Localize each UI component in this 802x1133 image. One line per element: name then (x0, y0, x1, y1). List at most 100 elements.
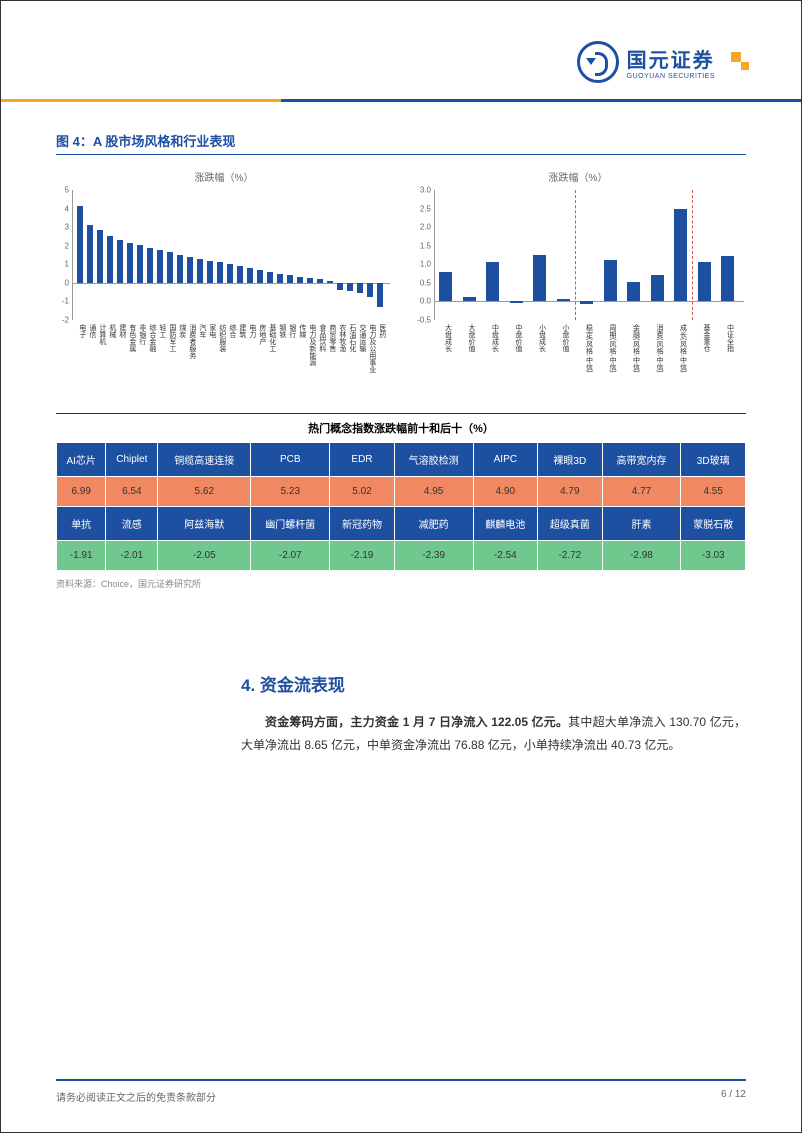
chart-bar (297, 277, 303, 283)
table-cell: 麒麟电池 (473, 507, 538, 541)
chart-bar (439, 272, 452, 301)
table-title: 热门概念指数涨跌幅前十和后十（%） (56, 413, 746, 442)
chart-bar (510, 301, 523, 303)
table-cell: 超级真菌 (538, 507, 603, 541)
content-area: 图 4：A 股市场风格和行业表现 涨跌幅（%） -2-1012345电子通信计算… (56, 131, 746, 590)
x-label: 农林牧渔 (337, 324, 347, 352)
chart-bar (347, 283, 353, 291)
chart-bar (217, 262, 223, 282)
table-cell: 5.62 (158, 477, 251, 507)
page: 国元证券 GUOYUAN SECURITIES 图 4：A 股市场风格和行业表现… (0, 0, 802, 1133)
logo-text: 国元证券 GUOYUAN SECURITIES (627, 44, 715, 80)
table-cell: 铜缆高速连接 (158, 443, 251, 477)
logo-shapes-icon (723, 48, 751, 76)
table-cell: -2.07 (251, 541, 330, 571)
x-label: 通信 (87, 324, 97, 338)
chart-bar (580, 301, 593, 304)
x-label: 中盘成长 (490, 324, 500, 352)
header-divider (1, 99, 801, 102)
x-label: 小盘价值 (560, 324, 570, 352)
table-row: 6.996.545.625.235.024.954.904.794.774.55 (57, 477, 746, 507)
table-cell: 高带宽内存 (602, 443, 681, 477)
chart-bar (187, 257, 193, 283)
chart-bar (107, 236, 113, 282)
x-label: 轻工 (157, 324, 167, 338)
x-label: 商贸零售 (327, 324, 337, 352)
x-label: 小盘成长 (537, 324, 547, 352)
table-cell: 4.77 (602, 477, 681, 507)
table-cell: 6.54 (106, 477, 158, 507)
table-cell: 4.90 (473, 477, 538, 507)
table-cell: 5.23 (251, 477, 330, 507)
x-label: 机械 (107, 324, 117, 338)
x-label: 纺织服装 (217, 324, 227, 352)
chart-bar (237, 266, 243, 283)
table-cell: 流感 (106, 507, 158, 541)
x-label: 电力及新能源 (307, 324, 317, 366)
chart-bar (533, 255, 546, 301)
chart-bar (463, 297, 476, 301)
table-cell: 5.02 (330, 477, 395, 507)
table-cell: 裸眼3D (538, 443, 603, 477)
chart-bar (486, 262, 499, 301)
table-cell: -2.54 (473, 541, 538, 571)
concept-table: AI芯片Chiplet铜缆高速连接PCBEDR气溶胶检测AIPC裸眼3D高带宽内… (56, 442, 746, 571)
table-cell: -2.39 (394, 541, 473, 571)
table-cell: 单抗 (57, 507, 106, 541)
divider-line (575, 190, 576, 320)
chart-bar (97, 230, 103, 283)
x-label: 成长(风格.中信) (678, 324, 688, 373)
x-label: 非银行 (137, 324, 147, 345)
chart-bar (287, 275, 293, 282)
x-label: 消费者服务 (187, 324, 197, 359)
x-label: 建材 (117, 324, 127, 338)
chart-bar (207, 261, 213, 283)
x-label: 家电 (207, 324, 217, 338)
chart-bar (137, 245, 143, 283)
x-label: 大盘成长 (443, 324, 453, 352)
x-label: 中证全指 (725, 324, 735, 352)
table-cell: PCB (251, 443, 330, 477)
chart-bar (698, 262, 711, 301)
chart-bar (167, 252, 173, 283)
x-label: 国防军工 (167, 324, 177, 352)
x-label: 综合 (227, 324, 237, 338)
x-label: 交通运输 (357, 324, 367, 352)
chart-right-title: 涨跌幅（%） (410, 169, 746, 184)
table-cell: 肝素 (602, 507, 681, 541)
chart-bar (227, 264, 233, 283)
chart-bar (357, 283, 363, 293)
chart-bar (127, 243, 133, 283)
table-cell: 气溶胶检测 (394, 443, 473, 477)
table-row: AI芯片Chiplet铜缆高速连接PCBEDR气溶胶检测AIPC裸眼3D高带宽内… (57, 443, 746, 477)
chart-bar (147, 248, 153, 283)
chart-bar (177, 255, 183, 283)
x-label: 电子 (77, 324, 87, 338)
table-cell: -2.19 (330, 541, 395, 571)
x-label: 大盘价值 (466, 324, 476, 352)
logo-cn: 国元证券 (627, 44, 715, 73)
chart-bar (651, 275, 664, 302)
logo-en: GUOYUAN SECURITIES (627, 73, 715, 80)
table-cell: EDR (330, 443, 395, 477)
table-cell: -1.91 (57, 541, 106, 571)
footer: 请务必阅读正文之后的免责条款部分 6 / 12 (56, 1079, 746, 1104)
footer-left: 请务必阅读正文之后的免责条款部分 (56, 1089, 216, 1104)
chart-bar (317, 279, 323, 283)
chart-bar (267, 272, 273, 283)
table-cell: 阿兹海默 (158, 507, 251, 541)
chart-left-area: -2-1012345电子通信计算机机械建材有色金属非银行综合金融轻工国防军工煤炭… (72, 190, 390, 320)
x-label: 建筑 (237, 324, 247, 338)
section-title: 4. 资金流表现 (241, 671, 345, 696)
chart-right-area: -0.50.00.51.01.52.02.53.0大盘成长大盘价值中盘成长中盘价… (434, 190, 744, 320)
table-cell: 6.99 (57, 477, 106, 507)
figure-title: 图 4：A 股市场风格和行业表现 (56, 131, 746, 155)
table-cell: -2.72 (538, 541, 603, 571)
chart-bar (117, 240, 123, 283)
x-label: 消费(风格.中信) (654, 324, 664, 373)
chart-bar (674, 209, 687, 301)
body-bold: 资金筹码方面，主力资金 1 月 7 日净流入 122.05 亿元。 (265, 715, 568, 729)
chart-bar (307, 278, 313, 283)
table-cell: 4.79 (538, 477, 603, 507)
table-cell: 幽门螺杆菌 (251, 507, 330, 541)
